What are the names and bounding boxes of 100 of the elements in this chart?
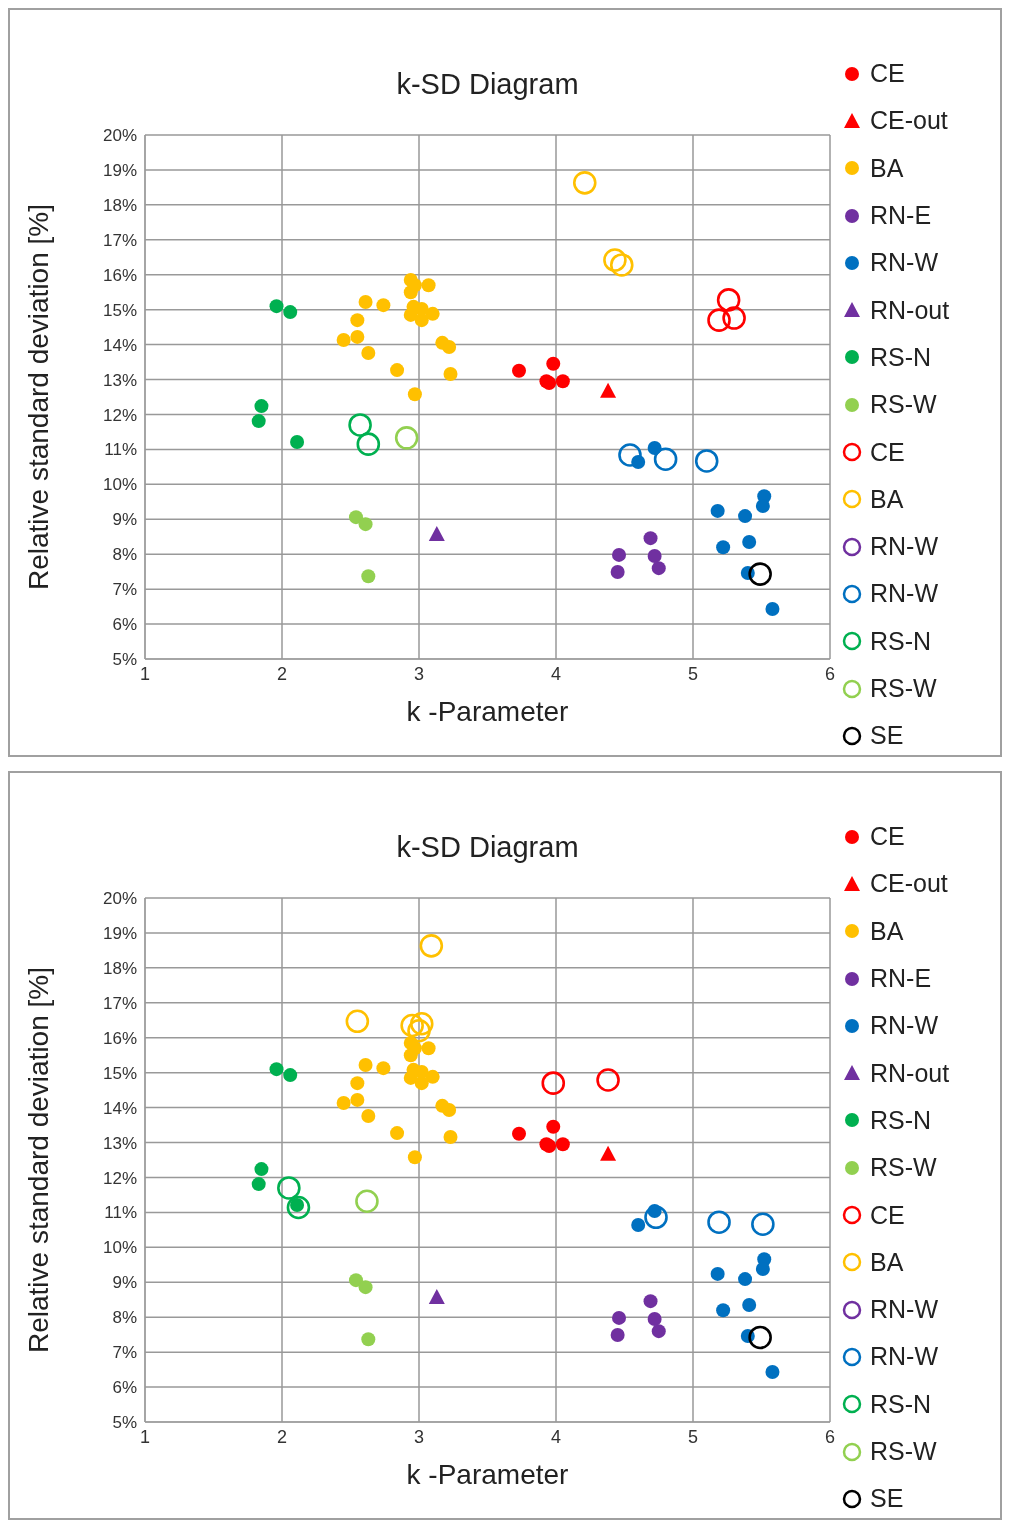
point [555,1137,570,1152]
x-tick-label: 5 [687,663,699,684]
point [407,387,422,402]
point [710,1266,725,1281]
point [600,382,617,398]
chart-title: k-SD Diagram [395,68,580,101]
x-tick-label: 6 [824,1426,836,1447]
point [350,313,365,328]
y-tick-label: 7% [112,580,137,600]
legend-label: BA [870,1247,904,1277]
legend-label: SE [870,1484,904,1514]
x-tick-label: 3 [413,1426,425,1447]
point [738,1272,753,1287]
x-tick-label: 1 [139,1426,151,1447]
point [350,1092,365,1107]
legend-label: RN-W [870,579,939,609]
legend-label: CE-out [870,869,948,899]
legend-label: RS-N [870,1389,932,1419]
point [742,1297,757,1312]
point [610,565,625,580]
point [755,498,770,513]
y-tick-label: 12% [102,405,137,425]
legend-label: RN-W [870,532,939,562]
legend-label: BA [870,916,904,946]
point [742,534,757,549]
y-tick-label: 19% [102,923,137,943]
point [269,299,284,314]
y-tick-label: 14% [102,1098,137,1118]
legend-label: BA [870,153,904,183]
legend-label: RS-W [870,674,937,703]
point [358,294,373,309]
y-tick-label: 8% [112,545,137,565]
point [421,278,436,293]
point [631,1217,646,1232]
legend-label: RN-W [870,248,939,278]
point [738,509,753,524]
legend-label: RN-W [870,1342,939,1372]
x-tick-label: 4 [550,1426,562,1447]
x-tick-label: 5 [687,1426,699,1447]
legend-label: RS-W [870,1153,937,1183]
point [290,435,305,450]
y-tick-label: 17% [102,230,137,250]
point [348,510,363,525]
point [361,1108,376,1123]
legend-label: RN-W [870,1295,939,1325]
point [283,1068,298,1083]
legend-label: RS-N [870,626,932,656]
y-tick-label: 18% [102,958,137,978]
y-axis-title: Relative standard deviation [%] [22,967,54,1353]
point [546,356,561,371]
point [361,1332,376,1347]
x-tick-label: 6 [824,663,836,684]
legend-label: SE [870,721,904,751]
x-tick-label: 1 [139,663,151,684]
point [546,1119,561,1134]
y-tick-label: 5% [112,1413,137,1433]
y-tick-label: 18% [102,195,137,215]
legend-label: RS-W [870,390,937,420]
y-tick-label: 16% [102,265,137,285]
legend-label: RN-E [870,964,932,994]
point [443,366,458,381]
point [651,561,666,576]
legend-label: CE [870,1200,905,1230]
y-tick-label: 17% [102,993,137,1013]
y-tick-label: 9% [112,510,137,530]
point [358,517,373,532]
y-tick-label: 19% [102,160,137,180]
y-tick-label: 10% [102,475,137,495]
point [425,306,440,321]
y-tick-label: 13% [102,1133,137,1153]
y-tick-label: 16% [102,1028,137,1048]
point [407,1150,422,1165]
y-tick-label: 20% [102,889,137,909]
y-tick-label: 15% [102,300,137,320]
point [251,414,266,429]
point [643,531,658,546]
point [414,1076,429,1091]
y-tick-label: 11% [104,440,137,460]
point [443,1129,458,1144]
point [358,1280,373,1295]
y-tick-label: 10% [102,1238,137,1258]
point [512,1126,527,1141]
point [421,1041,436,1056]
x-tick-label: 2 [276,663,288,684]
point [390,363,405,378]
legend-label: BA [870,484,904,514]
point [647,548,662,563]
point [765,1365,780,1380]
x-tick-label: 4 [550,663,562,684]
point [336,1096,351,1111]
y-axis-title: Relative standard deviation [%] [22,204,54,590]
x-axis-title: k -Parameter [406,696,569,727]
point [376,298,391,313]
point [716,1303,731,1318]
y-tick-label: 20% [102,126,137,146]
point [555,374,570,389]
point [512,363,527,378]
legend-label: RS-N [870,1105,932,1135]
legend-label: RN-W [870,1011,939,1041]
legend-label: CE [870,437,905,467]
